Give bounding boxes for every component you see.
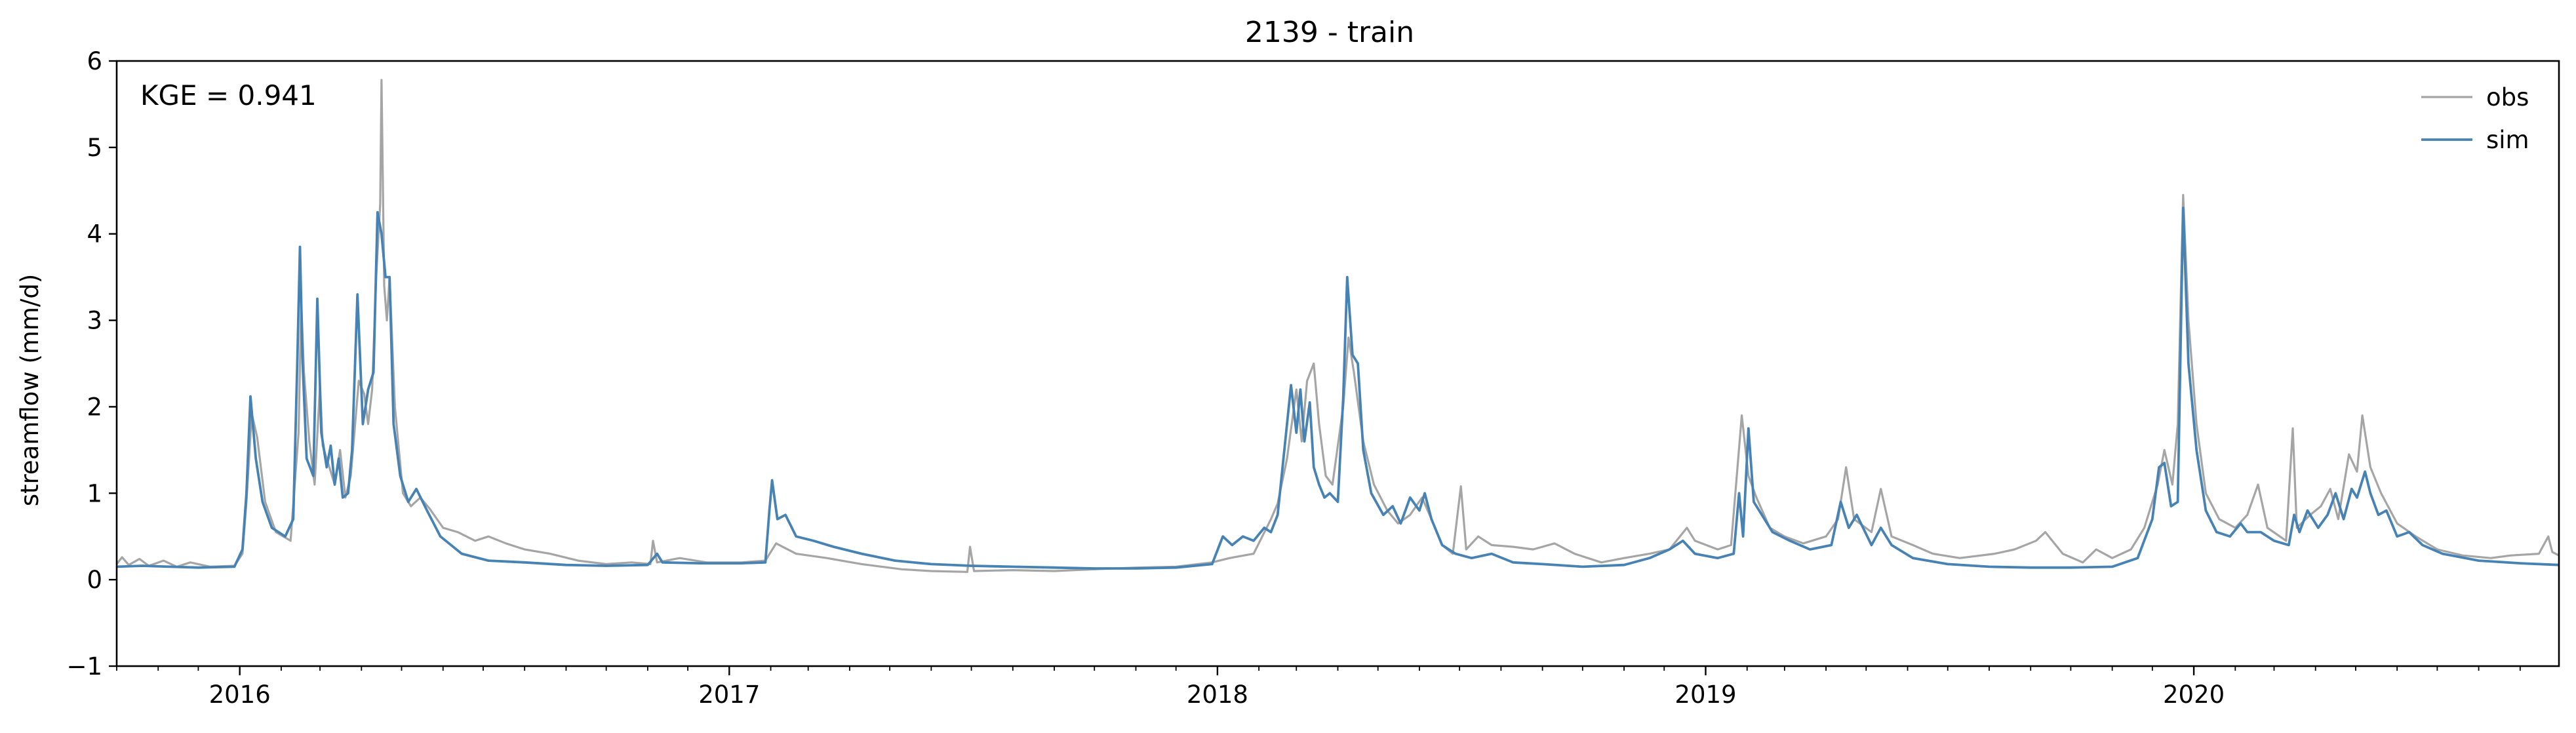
x-tick-label: 2018 bbox=[1187, 681, 1248, 709]
series-line-sim bbox=[116, 207, 2560, 570]
y-tick-label: 4 bbox=[87, 220, 102, 248]
y-tick-label: 6 bbox=[87, 47, 102, 75]
kge-annotation: KGE = 0.941 bbox=[140, 79, 317, 111]
y-tick-label: 1 bbox=[87, 479, 102, 507]
y-axis-label: streamflow (mm/d) bbox=[16, 274, 44, 507]
x-tick-label: 2020 bbox=[2163, 681, 2225, 709]
legend-label-obs: obs bbox=[2486, 83, 2529, 111]
x-tick-label: 2017 bbox=[698, 681, 760, 709]
x-axis: 2016 2017 2018 2019 2020 bbox=[116, 666, 2521, 709]
y-tick-label: 2 bbox=[87, 393, 102, 421]
y-tick-label: 5 bbox=[87, 134, 102, 162]
y-tick-label: −1 bbox=[66, 652, 102, 681]
legend: obs sim bbox=[2421, 83, 2529, 154]
plot-frame bbox=[115, 60, 2560, 667]
y-tick-label: 3 bbox=[87, 307, 102, 335]
y-tick-label: 0 bbox=[87, 566, 102, 594]
series-layer bbox=[115, 79, 2560, 573]
x-tick-label: 2016 bbox=[209, 681, 271, 709]
y-axis: −1 0 1 2 3 4 5 6 bbox=[66, 47, 117, 681]
chart-title: 2139 - train bbox=[1245, 16, 1414, 49]
legend-label-sim: sim bbox=[2486, 126, 2529, 154]
x-tick-label: 2019 bbox=[1674, 681, 1736, 709]
